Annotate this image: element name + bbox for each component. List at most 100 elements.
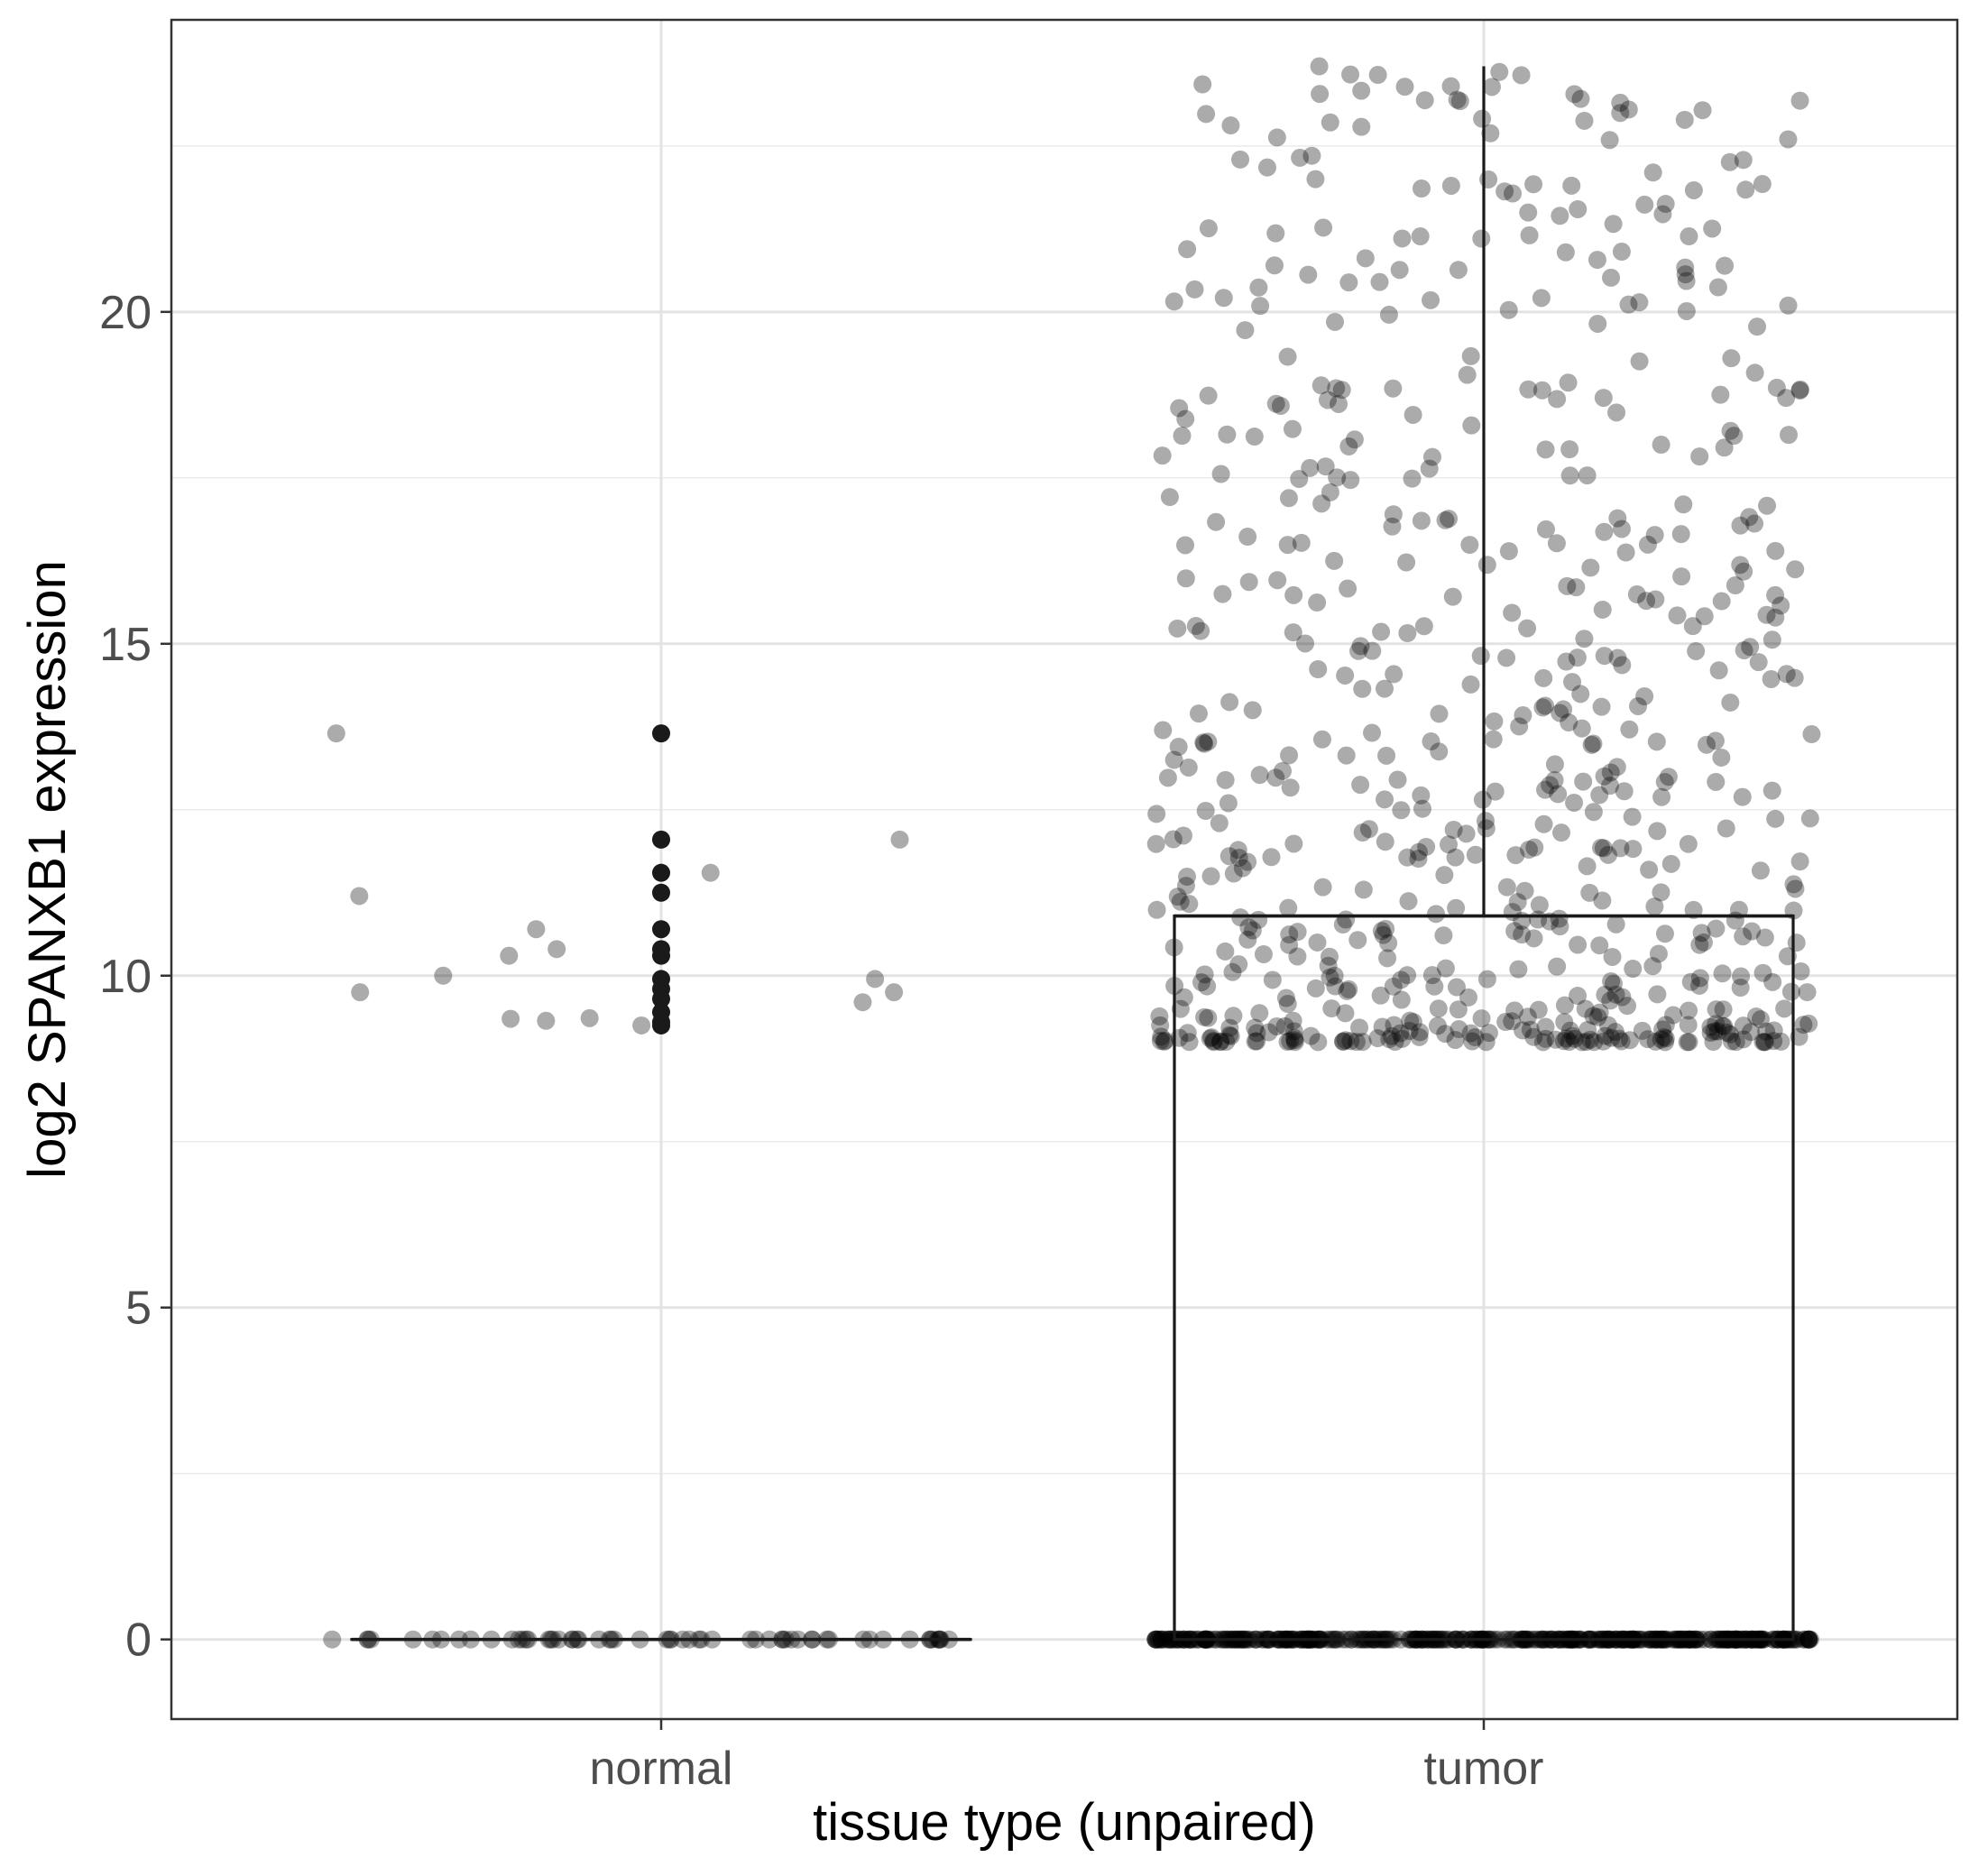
data-point [1284,1022,1303,1041]
data-point [1339,273,1358,292]
data-point [1482,78,1501,97]
data-point [1687,641,1706,660]
data-point [1359,820,1378,839]
data-point [1548,957,1567,976]
data-point [1339,437,1358,455]
data-point [1555,1013,1574,1032]
data-point [1429,999,1448,1018]
data-point [1302,146,1321,165]
data-point [1236,321,1255,340]
data-point [1757,605,1776,624]
data-point [1536,780,1555,799]
data-point [1567,578,1586,597]
data-point [1764,1021,1783,1040]
data-point [1503,603,1522,622]
data-point [1781,982,1800,1001]
data-point [1551,704,1569,722]
data-point [1436,1025,1455,1044]
data-point [1518,1007,1537,1026]
data-point [1606,915,1625,934]
data-point [1477,970,1496,989]
data-point [1196,801,1215,820]
data-point [1518,619,1537,638]
data-point [1536,1029,1555,1048]
data-point [1207,512,1226,531]
data-point [1332,381,1351,400]
data-point [1799,1630,1818,1649]
data-point [1280,746,1299,765]
data-point [1604,215,1623,234]
x-axis-title: tissue type (unpaired) [813,1793,1316,1852]
data-point [1393,229,1412,248]
x-axis-ticks: normal tumor [590,1719,1543,1795]
data-point [1785,668,1804,687]
data-point [1694,933,1713,952]
data-point [1758,496,1777,515]
data-point [1734,927,1753,946]
data-point [1254,945,1273,964]
data-point [1316,457,1335,476]
data-point [1618,997,1637,1016]
data-point [1800,809,1819,828]
data-point [1611,104,1630,123]
data-point [1569,199,1588,218]
data-point [1582,735,1601,754]
data-point [1496,1013,1515,1032]
data-point [1147,900,1166,919]
data-point [1692,924,1711,943]
data-point [1664,1006,1683,1025]
data-point [1290,469,1309,488]
data-point [1721,421,1740,440]
data-point [1652,1030,1670,1049]
data-point [1171,892,1190,911]
data-point [1731,979,1750,998]
panel-border [170,18,1959,1721]
data-point [1153,1630,1172,1649]
data-point [1223,962,1242,981]
y-tick-label: 15 [99,619,152,671]
data-point [1779,296,1798,315]
data-point [1444,820,1463,839]
data-point [1288,923,1307,942]
data-point [1238,852,1257,871]
data-point [1731,556,1750,575]
data-point [1555,996,1574,1015]
data-point [1151,1016,1170,1035]
data-point [1578,466,1597,485]
data-point [1677,271,1696,290]
data-point [1536,696,1555,715]
data-point [1708,278,1727,297]
data-point [1701,1017,1720,1036]
data-point [1177,867,1196,886]
data-point [1678,1033,1697,1052]
data-point [1422,732,1440,751]
data-point [1736,180,1755,199]
data-point [1486,782,1505,801]
data-point [1249,278,1268,297]
data-point [1267,128,1286,147]
data-point [1798,983,1817,1002]
data-point [1349,641,1368,660]
data-point [1595,522,1614,541]
data-point [1447,898,1466,917]
data-point [701,863,720,882]
data-point [1735,641,1753,660]
data-point [1693,101,1712,120]
data-point [1194,733,1213,752]
data-point [1288,947,1307,966]
data-point [1422,290,1440,309]
data-point [1322,999,1341,1018]
data-point [1569,935,1588,954]
data-point [1176,409,1195,428]
data-point [1764,1032,1783,1051]
data-point [1550,909,1569,928]
data-point [1707,772,1726,791]
data-point [1280,935,1299,954]
data-point [1351,637,1370,656]
data-point [1398,624,1417,643]
data-point [1755,1033,1774,1052]
data-point [1600,131,1619,150]
data-point [1519,203,1538,222]
data-point [1199,219,1218,238]
